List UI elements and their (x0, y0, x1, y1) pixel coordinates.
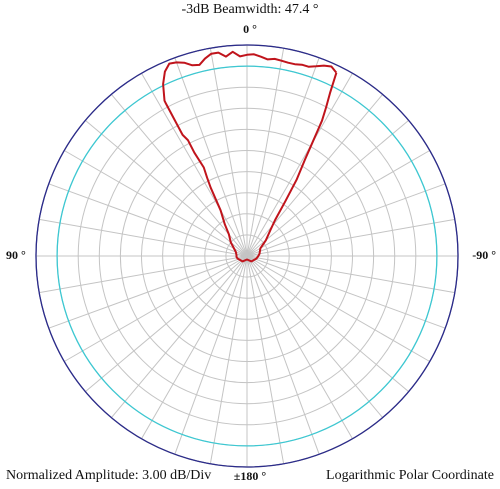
grid-spoke (85, 255, 248, 393)
angle-label-90: 90 ° (6, 248, 26, 262)
grid-spoke (39, 218, 248, 257)
coordinate-caption: Logarithmic Polar Coordinate (326, 468, 494, 483)
grid-spoke (246, 255, 455, 294)
grid-spoke (246, 94, 384, 257)
grid-spoke (246, 255, 353, 439)
grid-spoke (174, 255, 248, 455)
grid-spoke (246, 255, 446, 329)
grid-spoke (174, 57, 248, 257)
angle-label-0: 0 ° (243, 22, 257, 36)
reference-circles (35, 44, 459, 468)
grid-spoke (64, 150, 248, 257)
grid-spoke (246, 150, 430, 257)
grid-spoke (246, 218, 455, 257)
grid-spoke (110, 255, 248, 418)
grid-spoke (39, 255, 248, 294)
reference-circle (56, 65, 438, 447)
grid-spoke (209, 48, 248, 257)
grid-spoke (246, 255, 285, 464)
grid-spoke (141, 255, 248, 439)
reference-circle (35, 44, 459, 468)
polar-grid (35, 44, 459, 468)
grid-spoke (246, 119, 409, 257)
grid-spoke (110, 94, 248, 257)
amplitude-caption: Normalized Amplitude: 3.00 dB/Div (6, 468, 212, 483)
grid-spoke (246, 255, 320, 455)
chart-title: -3dB Beamwidth: 47.4 ° (181, 2, 319, 17)
grid-spoke (246, 255, 409, 393)
radiation-pattern-line (162, 50, 338, 263)
grid-spoke (246, 57, 320, 257)
grid-spoke (246, 255, 430, 362)
grid-spoke (48, 255, 248, 329)
grid-spoke (64, 255, 248, 362)
angle-label-minus-90: -90 ° (472, 248, 496, 262)
grid-spoke (246, 255, 384, 418)
grid-spoke (246, 183, 446, 257)
grid-spoke (246, 48, 285, 257)
grid-spoke (209, 255, 248, 464)
grid-spoke (246, 73, 353, 257)
grid-spoke (85, 119, 248, 257)
grid-spoke (141, 73, 248, 257)
angle-label-180: ±180 ° (233, 469, 267, 483)
grid-spoke (48, 183, 248, 257)
